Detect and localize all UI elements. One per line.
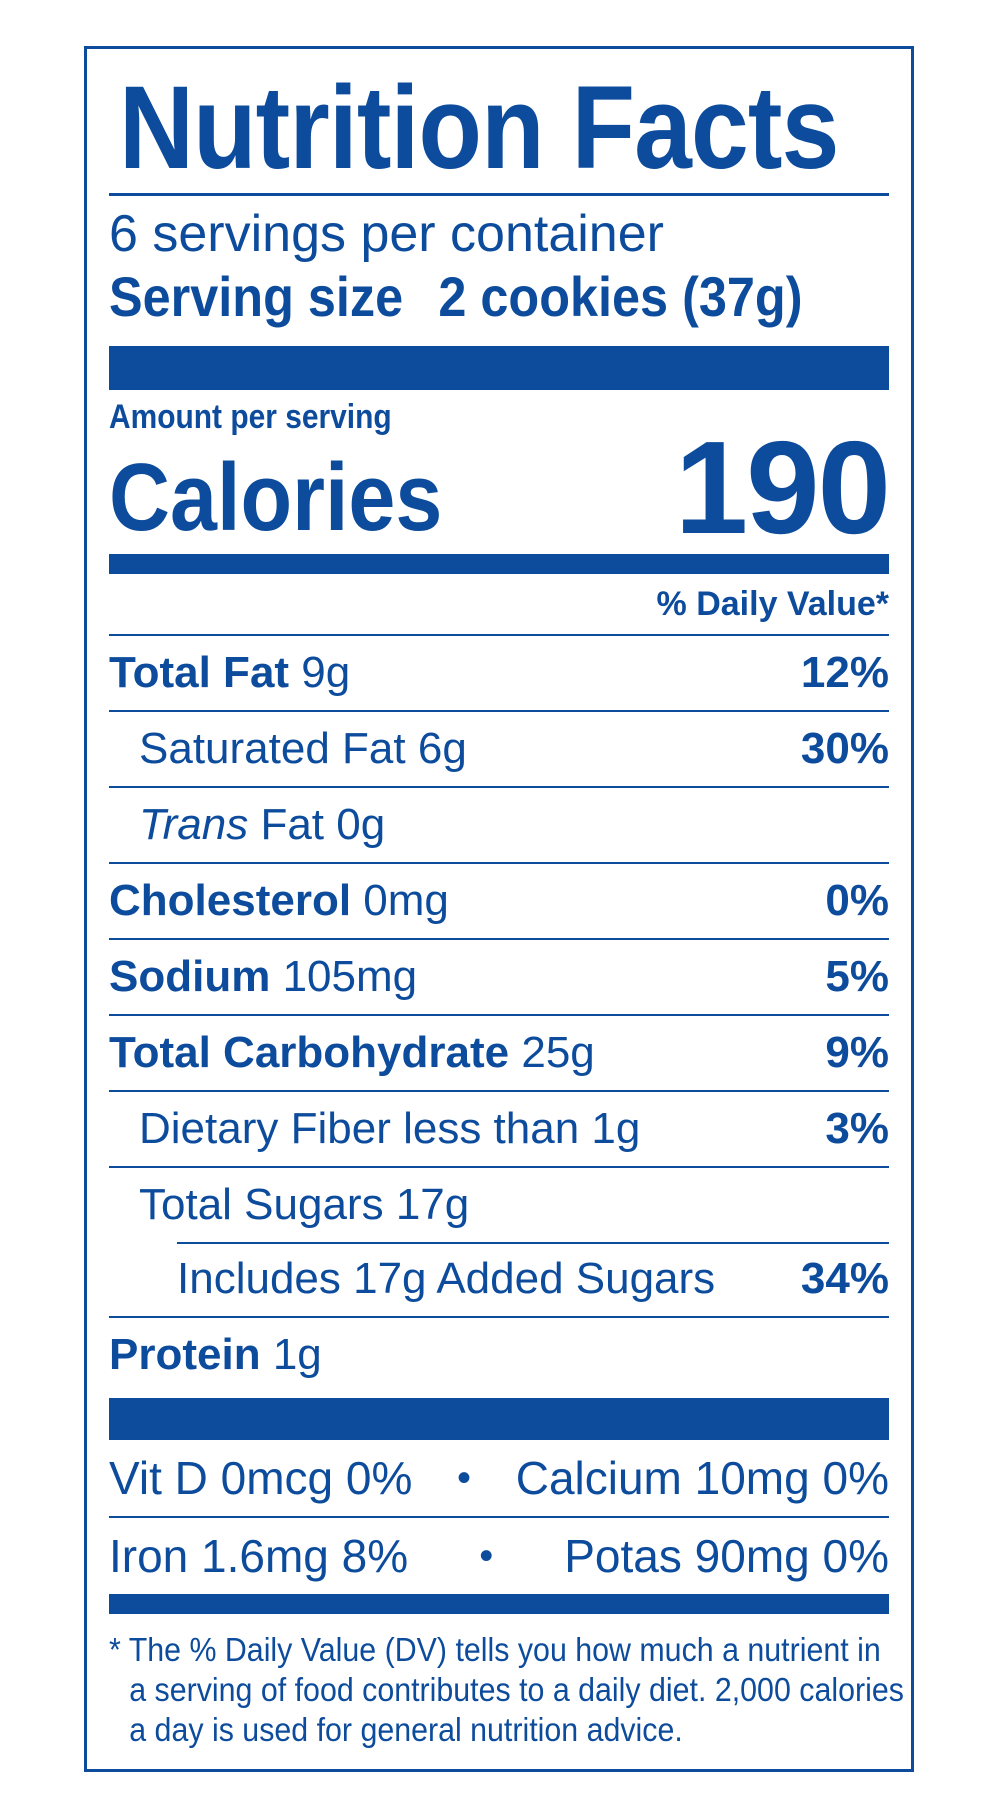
nutrient-amount: 105mg <box>282 952 418 1001</box>
nutrient-row-cholesterol: Cholesterol 0mg 0% <box>109 862 889 938</box>
title-divider <box>109 193 889 196</box>
nutrient-row-trans-fat: Trans Fat 0g <box>109 786 889 862</box>
nutrient-amount: 0g <box>336 800 386 849</box>
vitamin-right: Calcium 10mg 0% <box>515 1452 889 1504</box>
nutrient-row-total-carbohydrate: Total Carbohydrate 25g 9% <box>109 1014 889 1090</box>
servings-per-container: 6 servings per container <box>109 205 664 263</box>
vitamin-row: Vit D 0mcg 0% • Calcium 10mg 0% <box>109 1440 889 1516</box>
daily-value-header: % Daily Value* <box>656 585 889 623</box>
daily-value-footnote: * The % Daily Value (DV) tells you how m… <box>109 1631 904 1748</box>
serving-size-label: Serving size <box>109 265 404 328</box>
amount-per-serving: Amount per serving <box>109 398 392 436</box>
bullet-icon: • <box>479 1533 494 1578</box>
serving-size-value: 2 cookies (37g) <box>438 265 803 328</box>
nutrient-row-added-sugars: Includes 17g Added Sugars 34% <box>109 1242 889 1316</box>
label-title: Nutrition Facts <box>119 62 839 194</box>
nutrient-amount: 6g <box>417 724 467 773</box>
nutrient-dv: 34% <box>800 1254 889 1303</box>
nutrient-name: Protein <box>109 1330 261 1379</box>
nutrient-amount: 17g <box>395 1180 470 1229</box>
nutrient-row-sodium: Sodium 105mg 5% <box>109 938 889 1014</box>
nutrient-dv: 9% <box>825 1028 889 1077</box>
calories-label: Calories <box>109 444 443 551</box>
nutrient-dv: 5% <box>825 952 889 1001</box>
vitamin-row: Iron 1.6mg 8% • Potas 90mg 0% <box>109 1516 889 1594</box>
nutrient-name: Dietary Fiber <box>139 1104 391 1153</box>
nutrient-row-saturated-fat: Saturated Fat 6g 30% <box>109 710 889 786</box>
nutrient-name: Sodium <box>109 952 271 1001</box>
nutrient-name: Includes 17g Added Sugars <box>177 1254 716 1303</box>
medium-divider <box>109 554 889 574</box>
nutrient-dv: 0% <box>825 876 889 925</box>
nutrient-row-dietary-fiber: Dietary Fiber less than 1g 3% <box>109 1090 889 1166</box>
nutrient-dv: 30% <box>800 724 889 773</box>
nutrient-row-protein: Protein 1g <box>109 1316 889 1392</box>
thick-divider-vitamins <box>109 1398 889 1440</box>
nutrient-amount: 9g <box>301 648 351 697</box>
vitamin-right: Potas 90mg 0% <box>564 1530 889 1582</box>
nutrient-name-suffix: Fat <box>260 800 325 849</box>
nutrient-dv: 3% <box>825 1104 889 1153</box>
nutrient-name: Total Carbohydrate <box>109 1028 510 1077</box>
serving-size-row: Serving size 2 cookies (37g) <box>109 266 888 328</box>
nutrient-row-total-sugars: Total Sugars 17g <box>109 1166 889 1242</box>
nutrient-name: Saturated Fat <box>139 724 406 773</box>
nutrient-amount: 0mg <box>363 876 449 925</box>
vitamin-left: Iron 1.6mg 8% <box>109 1530 409 1582</box>
calories-value: 190 <box>674 414 891 561</box>
nutrient-amount: 25g <box>521 1028 595 1077</box>
nutrient-name: Total Sugars <box>139 1180 384 1229</box>
nutrient-name: Cholesterol <box>109 876 352 925</box>
vitamin-left: Vit D 0mcg 0% <box>109 1452 413 1504</box>
nutrient-row-total-fat: Total Fat 9g 12% <box>109 634 889 710</box>
nutrient-amount: less than 1g <box>403 1104 641 1153</box>
nutrition-facts-label: Nutrition Facts 6 servings per container… <box>84 46 914 1772</box>
label-content: Nutrition Facts 6 servings per container… <box>109 49 904 1750</box>
calories-row: Calories 190 <box>109 422 891 554</box>
thick-divider <box>109 346 889 390</box>
nutrient-name: Trans <box>139 800 249 849</box>
nutrient-name: Total Fat <box>109 648 290 697</box>
medium-divider-footnote <box>109 1594 889 1614</box>
nutrient-amount: 1g <box>272 1330 322 1379</box>
bullet-icon: • <box>457 1455 472 1500</box>
nutrient-dv: 12% <box>800 648 889 697</box>
